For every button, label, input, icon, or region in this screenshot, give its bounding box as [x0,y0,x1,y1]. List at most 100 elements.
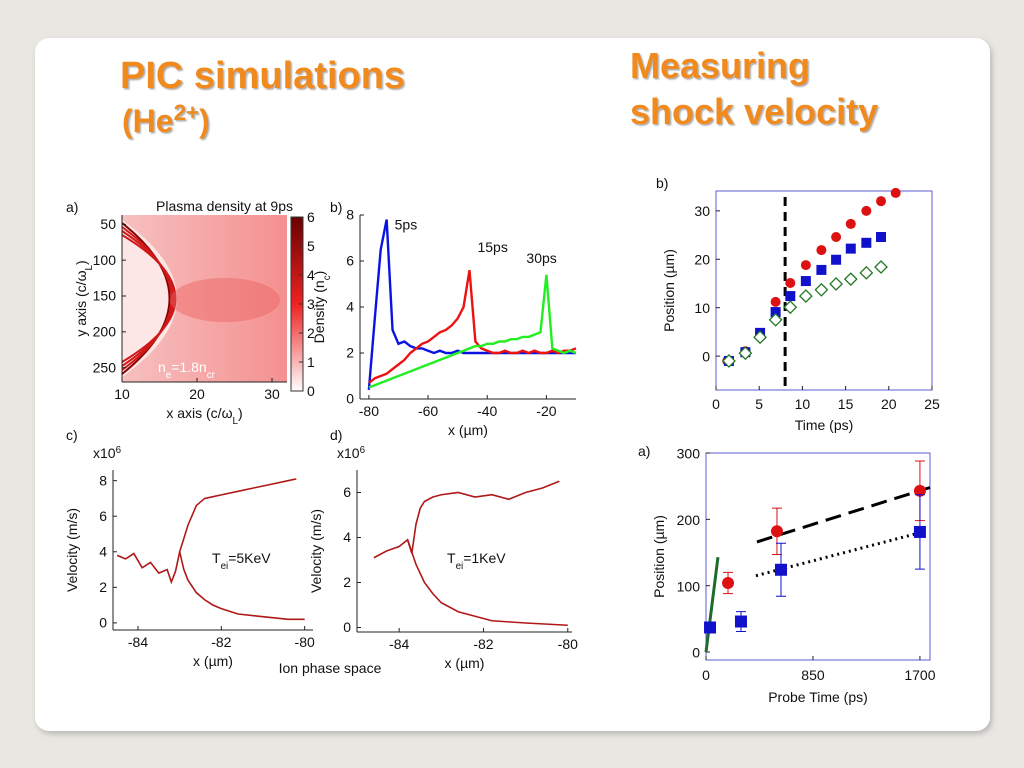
slide-card [35,38,990,731]
x-axis-label: x (µm) [445,655,485,671]
point [876,196,887,207]
heatmap-arc [121,226,173,371]
panel-letter: a) [638,443,650,459]
colorbar-tick-label: 4 [307,267,315,283]
x-axis-label: x axis (c/ωL) [166,405,242,427]
text-part: e [166,370,172,381]
point [785,277,796,288]
series-label: 5ps [395,217,418,233]
colorbar-tick-label: 2 [307,325,315,341]
point [861,205,872,216]
point [816,264,827,275]
chart: 0 1 2 3 4 5 6 Plasma density at 9ps ne=1.8ncr 10 2… [66,198,315,427]
point [829,277,844,291]
text-part: 2+ [174,100,200,125]
y-tick-label: 10 [694,300,710,316]
point [734,615,747,628]
text-part: ei [456,561,464,572]
series-line [368,274,577,389]
title: PIC simulations [120,55,405,97]
x-tick-label: 850 [801,667,825,683]
x-axis-label: x (µm) [193,653,233,669]
point [768,312,783,327]
annotation: Tei=1KeV [447,550,506,572]
panel-letter: a) [66,199,78,215]
panel-letter: b) [330,199,342,215]
x-tick-label: 10 [114,386,130,402]
heatmap-arc [121,234,177,363]
y-tick-label: 6 [99,508,107,524]
series-line [178,551,305,621]
point [775,563,788,576]
x-tick-label: 25 [924,396,940,412]
point [783,300,798,315]
text-part: T [212,550,221,566]
colorbar-tick-label: 5 [307,238,315,254]
y-tick-label: 2 [346,345,354,361]
point [785,291,796,302]
text-part: ) [73,260,89,265]
point [845,218,856,229]
text-part: =1.8n [171,359,206,375]
y-tick-label: 100 [677,578,701,594]
text-part: ) [311,271,327,276]
text-part: =1KeV [463,550,506,566]
text-part: (He [122,103,174,139]
text-part: =5KeV [228,550,271,566]
colorbar-tick-label: 0 [307,383,315,399]
point [859,265,874,280]
y-tick-label: 150 [93,288,117,304]
x-tick-label: -40 [477,403,497,419]
y-tick-label: 0 [346,391,354,407]
y-tick-label: 4 [99,543,107,559]
point [861,237,872,248]
x-tick-label: 15 [838,396,854,412]
y-tick-label: 0 [692,645,700,661]
x-tick-label: 10 [795,396,811,412]
x-axis-label: x (µm) [448,422,488,438]
point [876,231,887,242]
text-part: x axis (c/ω [166,405,232,421]
heatmap-front [122,220,177,377]
text-part: Density (n [311,280,327,343]
y-axis-label: Velocity (m/s) [308,509,324,593]
plot-frame [715,190,933,391]
text-part: ) [199,103,210,139]
text-part: x10 [93,445,116,461]
text-part: L [84,264,95,270]
x-tick-label: -82 [211,634,231,650]
plot-frame [705,452,931,661]
x-tick-label: 0 [712,396,720,412]
text-part: ei [221,561,229,572]
series-line [116,478,297,585]
point [738,346,753,361]
x-tick-label: -80 [295,634,315,650]
y-axis-label: Velocity (m/s) [64,508,80,592]
text-part: 6 [360,445,366,456]
text-part: x10 [337,445,360,461]
y-tick-label: 250 [93,359,117,375]
y-axis-label: Density (nc) [311,271,333,344]
text-part: L [233,416,239,427]
y-tick-label: 30 [694,203,710,219]
y-tick-label: 2 [99,579,107,595]
x-tick-label: -80 [359,403,379,419]
chart: -80 -60 -40 -20 0 2 4 6 8b) x (µm) Density (nc) 5ps… [311,199,577,438]
subtitle: (He2+) [122,100,210,140]
y-tick-label: 0 [343,619,351,635]
series-line [368,270,577,384]
point [722,577,735,590]
y-axis-label: Position (µm) [651,515,667,598]
axis-multiplier: x106 [93,445,122,462]
series-line [406,539,568,627]
point [874,260,888,274]
point [845,243,856,254]
y-tick-label: 200 [677,512,701,528]
heatmap-arc [121,230,175,367]
chart-title: Plasma density at 9ps [156,198,293,214]
y-tick-label: 6 [346,253,354,269]
right-title: shock velocity [630,91,878,132]
